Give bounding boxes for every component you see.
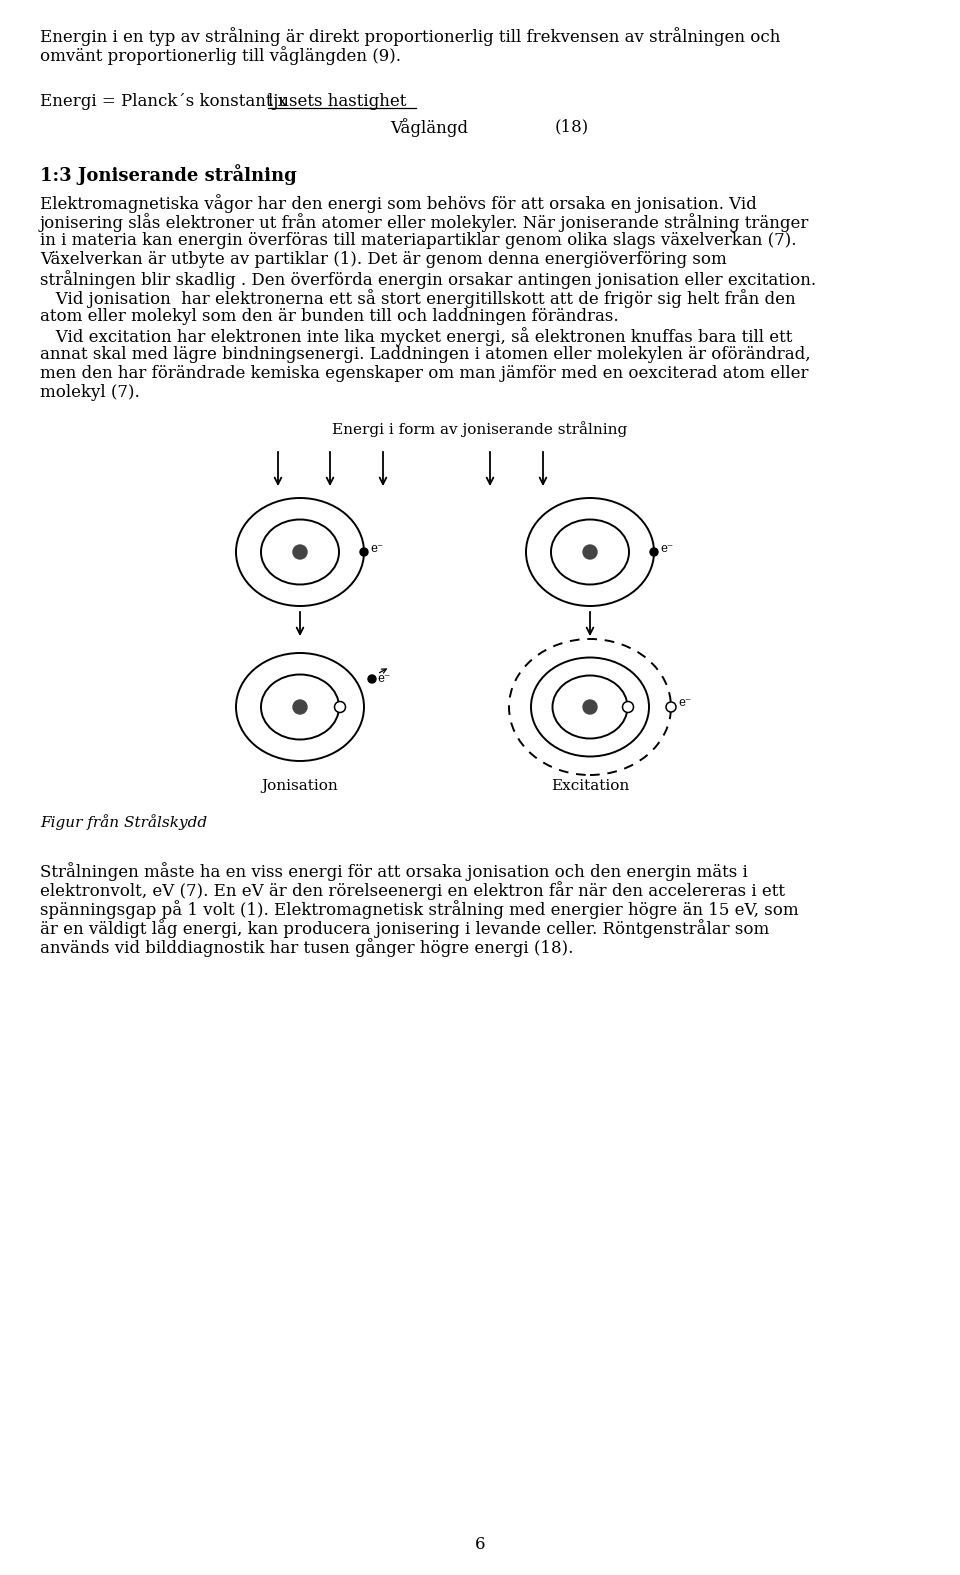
Circle shape xyxy=(293,699,307,713)
Text: Jonisation: Jonisation xyxy=(262,780,338,792)
Text: omvänt proportionerlig till våglängden (9).: omvänt proportionerlig till våglängden (… xyxy=(40,46,401,65)
Text: men den har förändrade kemiska egenskaper om man jämför med en oexciterad atom e: men den har förändrade kemiska egenskape… xyxy=(40,365,808,383)
Text: är en väldigt låg energi, kan producera jonisering i levande celler. Röntgenstrå: är en väldigt låg energi, kan producera … xyxy=(40,918,769,937)
Text: e⁻: e⁻ xyxy=(377,673,391,685)
Text: Vid jonisation  har elektronerna ett så stort energitillskott att de frigör sig : Vid jonisation har elektronerna ett så s… xyxy=(40,288,796,307)
Text: Figur från Strålskydd: Figur från Strålskydd xyxy=(40,814,207,830)
Text: Energi i form av joniserande strålning: Energi i form av joniserande strålning xyxy=(332,421,628,436)
Text: används vid bilddiagnostik har tusen gånger högre energi (18).: används vid bilddiagnostik har tusen gån… xyxy=(40,939,573,958)
Text: Strålningen måste ha en viss energi för att orsaka jonisation och den energin mä: Strålningen måste ha en viss energi för … xyxy=(40,862,748,880)
Circle shape xyxy=(360,548,368,556)
Text: Energi = Planck´s konstant x: Energi = Planck´s konstant x xyxy=(40,93,293,110)
Circle shape xyxy=(583,699,597,713)
Text: in i materia kan energin överföras till materiapartiklar genom olika slags växel: in i materia kan energin överföras till … xyxy=(40,232,797,249)
Circle shape xyxy=(622,701,634,712)
Text: strålningen blir skadlig . Den överförda energin orsakar antingen jonisation ell: strålningen blir skadlig . Den överförda… xyxy=(40,269,816,288)
Text: 1:3 Joniserande strålning: 1:3 Joniserande strålning xyxy=(40,164,297,184)
Circle shape xyxy=(293,545,307,559)
Circle shape xyxy=(334,701,346,712)
Text: Vid excitation har elektronen inte lika mycket energi, så elektronen knuffas bar: Vid excitation har elektronen inte lika … xyxy=(40,328,792,346)
Circle shape xyxy=(368,676,376,684)
Text: ljusets hastighet: ljusets hastighet xyxy=(268,93,406,110)
Circle shape xyxy=(650,548,658,556)
Text: 6: 6 xyxy=(475,1536,485,1553)
Text: Excitation: Excitation xyxy=(551,780,629,792)
Text: spänningsgap på 1 volt (1). Elektromagnetisk strålning med energier högre än 15 : spänningsgap på 1 volt (1). Elektromagne… xyxy=(40,899,799,918)
Text: Energin i en typ av strålning är direkt proportionerlig till frekvensen av strål: Energin i en typ av strålning är direkt … xyxy=(40,27,780,46)
Circle shape xyxy=(666,702,676,712)
Text: atom eller molekyl som den är bunden till och laddningen förändras.: atom eller molekyl som den är bunden til… xyxy=(40,309,618,324)
Text: jonisering slås elektroner ut från atomer eller molekyler. När joniserande strål: jonisering slås elektroner ut från atome… xyxy=(40,213,809,232)
Text: e⁻: e⁻ xyxy=(660,542,673,554)
Text: Växelverkan är utbyte av partiklar (1). Det är genom denna energiöverföring som: Växelverkan är utbyte av partiklar (1). … xyxy=(40,250,727,268)
Text: Elektromagnetiska vågor har den energi som behövs för att orsaka en jonisation. : Elektromagnetiska vågor har den energi s… xyxy=(40,194,756,213)
Text: annat skal med lägre bindningsenergi. Laddningen i atomen eller molekylen är ofö: annat skal med lägre bindningsenergi. La… xyxy=(40,346,810,362)
Text: e⁻: e⁻ xyxy=(678,696,691,709)
Text: e⁻: e⁻ xyxy=(370,542,383,554)
Text: Våglängd: Våglängd xyxy=(390,118,468,137)
Text: elektronvolt, eV (7). En eV är den rörelseenergi en elektron får när den acceler: elektronvolt, eV (7). En eV är den rörel… xyxy=(40,880,785,899)
Text: (18): (18) xyxy=(555,118,589,135)
Circle shape xyxy=(583,545,597,559)
Text: molekyl (7).: molekyl (7). xyxy=(40,384,140,402)
